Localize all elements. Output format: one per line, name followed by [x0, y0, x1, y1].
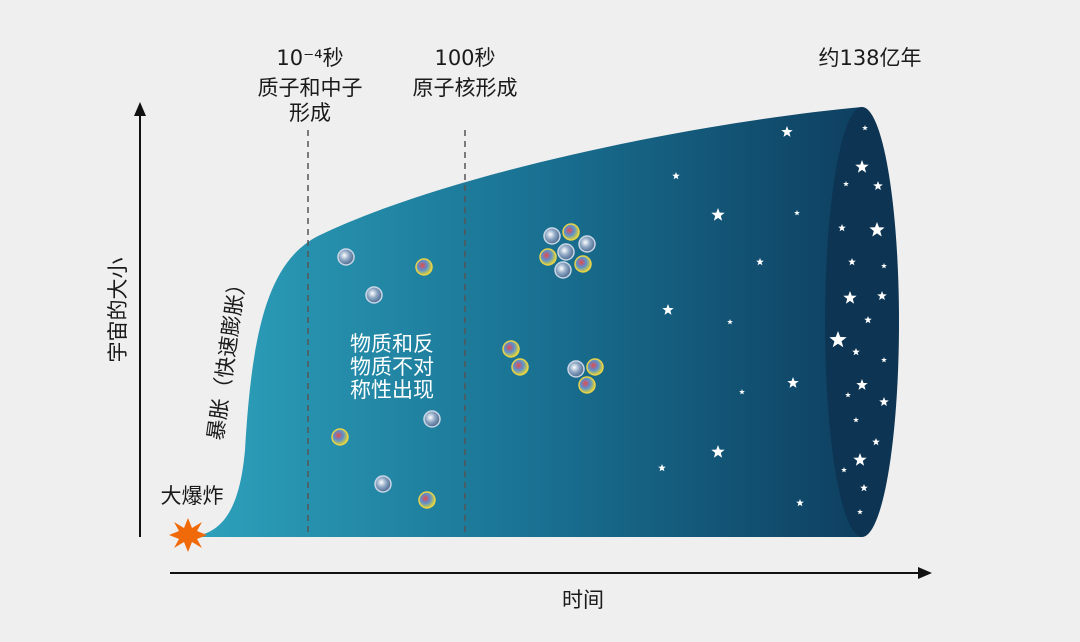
star — [872, 438, 880, 446]
star — [711, 445, 725, 458]
particle — [562, 223, 580, 241]
star — [864, 316, 872, 324]
universe-end — [825, 107, 899, 537]
particle — [578, 376, 596, 394]
asymmetry-label: 称性出现 — [350, 378, 434, 402]
event-desc: 形成 — [289, 101, 331, 125]
particle — [543, 227, 561, 245]
event-time: 100秒 — [434, 46, 495, 70]
star — [881, 263, 887, 269]
star — [856, 379, 868, 390]
star — [855, 160, 869, 173]
star — [829, 331, 847, 348]
event-time: 10⁻⁴秒 — [276, 46, 343, 70]
star — [853, 453, 867, 466]
star — [873, 181, 883, 190]
particle — [415, 258, 433, 276]
event-desc: 原子核形成 — [413, 76, 518, 100]
star — [845, 392, 851, 398]
star — [672, 172, 680, 180]
particle — [578, 235, 596, 253]
particle — [418, 491, 436, 509]
particles — [331, 223, 604, 509]
big-bang-burst — [169, 518, 207, 552]
star — [853, 417, 859, 423]
star — [781, 126, 793, 137]
x-arrow — [918, 567, 932, 579]
star — [852, 348, 860, 356]
star — [711, 208, 725, 221]
star — [662, 304, 674, 315]
star — [756, 258, 764, 266]
particle — [331, 428, 349, 446]
x-axis-label: 时间 — [562, 588, 604, 612]
particle — [511, 358, 529, 376]
particle — [374, 475, 392, 493]
particle — [502, 340, 520, 358]
particle — [539, 248, 557, 266]
star — [877, 291, 887, 300]
star — [862, 125, 868, 131]
star — [843, 181, 849, 187]
particle — [567, 360, 585, 378]
star — [727, 319, 733, 325]
star — [794, 210, 800, 216]
asymmetry-label: 物质和反 — [350, 332, 434, 356]
event-time: 约138亿年 — [818, 46, 921, 70]
y-axis-label: 宇宙的大小 — [106, 258, 130, 363]
particle — [586, 358, 604, 376]
particle — [574, 255, 592, 273]
particle — [557, 243, 575, 261]
particle — [365, 286, 383, 304]
star — [879, 397, 889, 406]
asymmetry-label: 物质不对 — [350, 355, 434, 379]
y-arrow — [134, 102, 146, 116]
particle — [337, 248, 355, 266]
star — [787, 377, 799, 388]
star — [881, 357, 887, 363]
star — [857, 509, 863, 515]
event-desc: 质子和中子 — [258, 76, 363, 100]
stars — [658, 125, 889, 515]
star — [843, 291, 857, 304]
big-bang-label: 大爆炸 — [161, 484, 224, 508]
star — [848, 258, 856, 266]
star — [796, 499, 804, 507]
star — [739, 389, 745, 395]
particle — [554, 261, 572, 279]
star — [869, 222, 885, 237]
particle — [423, 410, 441, 428]
star — [860, 484, 868, 492]
universe-shape — [185, 107, 862, 537]
star — [658, 464, 666, 472]
star — [841, 467, 847, 473]
star — [838, 224, 846, 232]
